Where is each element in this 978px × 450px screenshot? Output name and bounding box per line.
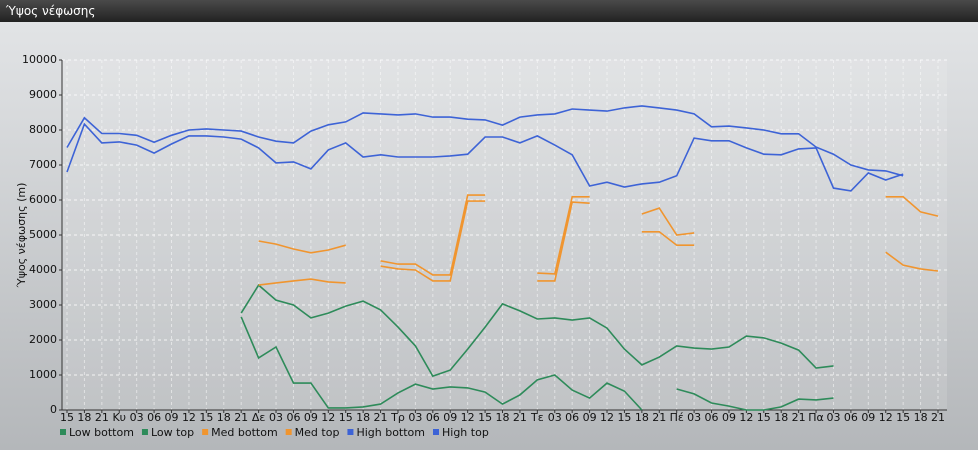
x-tick-label: 03 — [408, 411, 422, 424]
x-tick-label: 18 — [774, 411, 788, 424]
x-tick-label: 21 — [513, 411, 527, 424]
x-tick-label: 03 — [269, 411, 283, 424]
x-tick-label: 12 — [600, 411, 614, 424]
x-tick-label: 21 — [792, 411, 806, 424]
y-tick-label: 1000 — [29, 368, 57, 381]
x-tick-label: 06 — [844, 411, 858, 424]
y-tick-label: 7000 — [29, 158, 57, 171]
y-tick-label: 10000 — [22, 53, 57, 66]
y-tick-label: 2000 — [29, 333, 57, 346]
x-tick-label: Τε — [530, 411, 544, 424]
series-line — [240, 316, 834, 411]
x-tick-label: 12 — [879, 411, 893, 424]
x-tick-label: 09 — [583, 411, 597, 424]
series-line — [66, 122, 904, 192]
x-tick-label: 15 — [757, 411, 771, 424]
x-tick-label: 03 — [687, 411, 701, 424]
x-tick-label: Κυ — [112, 411, 126, 424]
series-line — [258, 200, 939, 286]
x-tick-label: 12 — [739, 411, 753, 424]
x-tick-label: 21 — [95, 411, 109, 424]
legend-swatch — [347, 429, 354, 435]
x-tick-label: 09 — [165, 411, 179, 424]
x-tick-label: Δε — [252, 411, 266, 424]
x-tick-label: 18 — [914, 411, 928, 424]
x-tick-label: 09 — [722, 411, 736, 424]
y-tick-label: 9000 — [29, 88, 57, 101]
x-tick-label: 15 — [617, 411, 631, 424]
x-tick-label: 03 — [548, 411, 562, 424]
x-tick-label: 15 — [478, 411, 492, 424]
legend-label: Low top — [151, 426, 194, 439]
legend-label: Med top — [295, 426, 340, 439]
y-tick-label: 5000 — [29, 228, 57, 241]
x-tick-label: 09 — [304, 411, 318, 424]
x-tick-label: 12 — [182, 411, 196, 424]
series-line — [240, 283, 834, 378]
legend-label: Low bottom — [69, 426, 134, 439]
x-tick-label: 18 — [217, 411, 231, 424]
x-tick-label: 15 — [896, 411, 910, 424]
x-tick-label: 06 — [286, 411, 300, 424]
x-tick-label: 21 — [374, 411, 388, 424]
x-tick-label: 15 — [339, 411, 353, 424]
y-tick-label: 8000 — [29, 123, 57, 136]
x-tick-label: 03 — [130, 411, 144, 424]
y-tick-label: 3000 — [29, 298, 57, 311]
legend-swatch — [433, 429, 439, 435]
x-tick-label: 06 — [426, 411, 440, 424]
y-tick-label: 6000 — [29, 193, 57, 206]
x-tick-label: 18 — [635, 411, 649, 424]
x-tick-label: 15 — [60, 411, 74, 424]
x-tick-label: 03 — [826, 411, 840, 424]
series-line — [66, 105, 904, 177]
legend-label: High bottom — [356, 426, 425, 439]
x-tick-label: 09 — [861, 411, 875, 424]
y-axis-label: Ύψος νέφωσης (m) — [15, 183, 28, 289]
x-tick-label: 21 — [931, 411, 945, 424]
x-tick-label: Πα — [808, 411, 824, 424]
legend-label: Med bottom — [211, 426, 278, 439]
x-tick-label: 21 — [234, 411, 248, 424]
x-tick-label: 18 — [356, 411, 370, 424]
legend-swatch — [202, 429, 209, 435]
x-tick-label: 12 — [461, 411, 475, 424]
x-tick-label: Τρ — [390, 411, 405, 424]
series-line — [258, 194, 939, 276]
x-tick-label: 06 — [705, 411, 719, 424]
x-tick-label: 06 — [147, 411, 161, 424]
y-tick-label: 0 — [50, 403, 57, 416]
x-tick-label: 15 — [199, 411, 213, 424]
y-tick-label: 4000 — [29, 263, 57, 276]
legend-label: High top — [442, 426, 489, 439]
x-tick-label: 18 — [77, 411, 91, 424]
x-tick-label: 21 — [652, 411, 666, 424]
panel-title: Ύψος νέφωσης — [0, 0, 978, 22]
legend-swatch — [141, 429, 148, 435]
x-tick-label: Πέ — [670, 411, 684, 424]
x-tick-label: 18 — [496, 411, 510, 424]
x-tick-label: 12 — [321, 411, 335, 424]
legend-swatch — [60, 429, 66, 435]
legend-swatch — [285, 429, 292, 435]
x-tick-label: 09 — [443, 411, 457, 424]
x-tick-label: 06 — [565, 411, 579, 424]
